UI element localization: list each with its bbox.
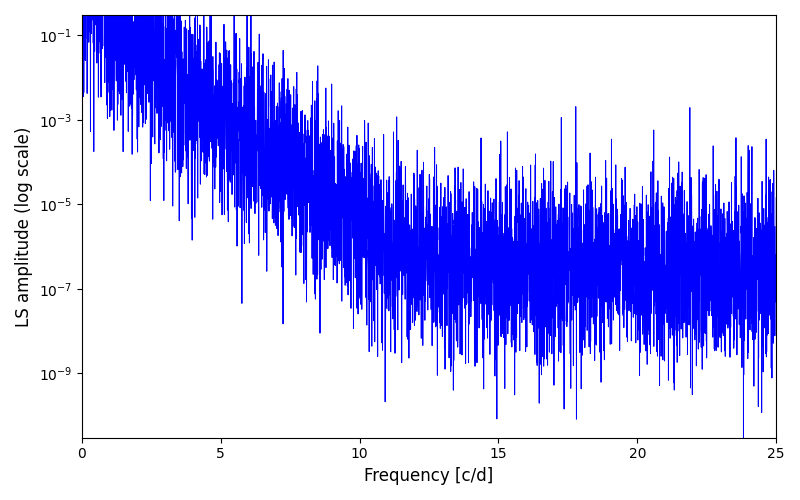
X-axis label: Frequency [c/d]: Frequency [c/d]: [364, 467, 494, 485]
Y-axis label: LS amplitude (log scale): LS amplitude (log scale): [15, 126, 33, 326]
